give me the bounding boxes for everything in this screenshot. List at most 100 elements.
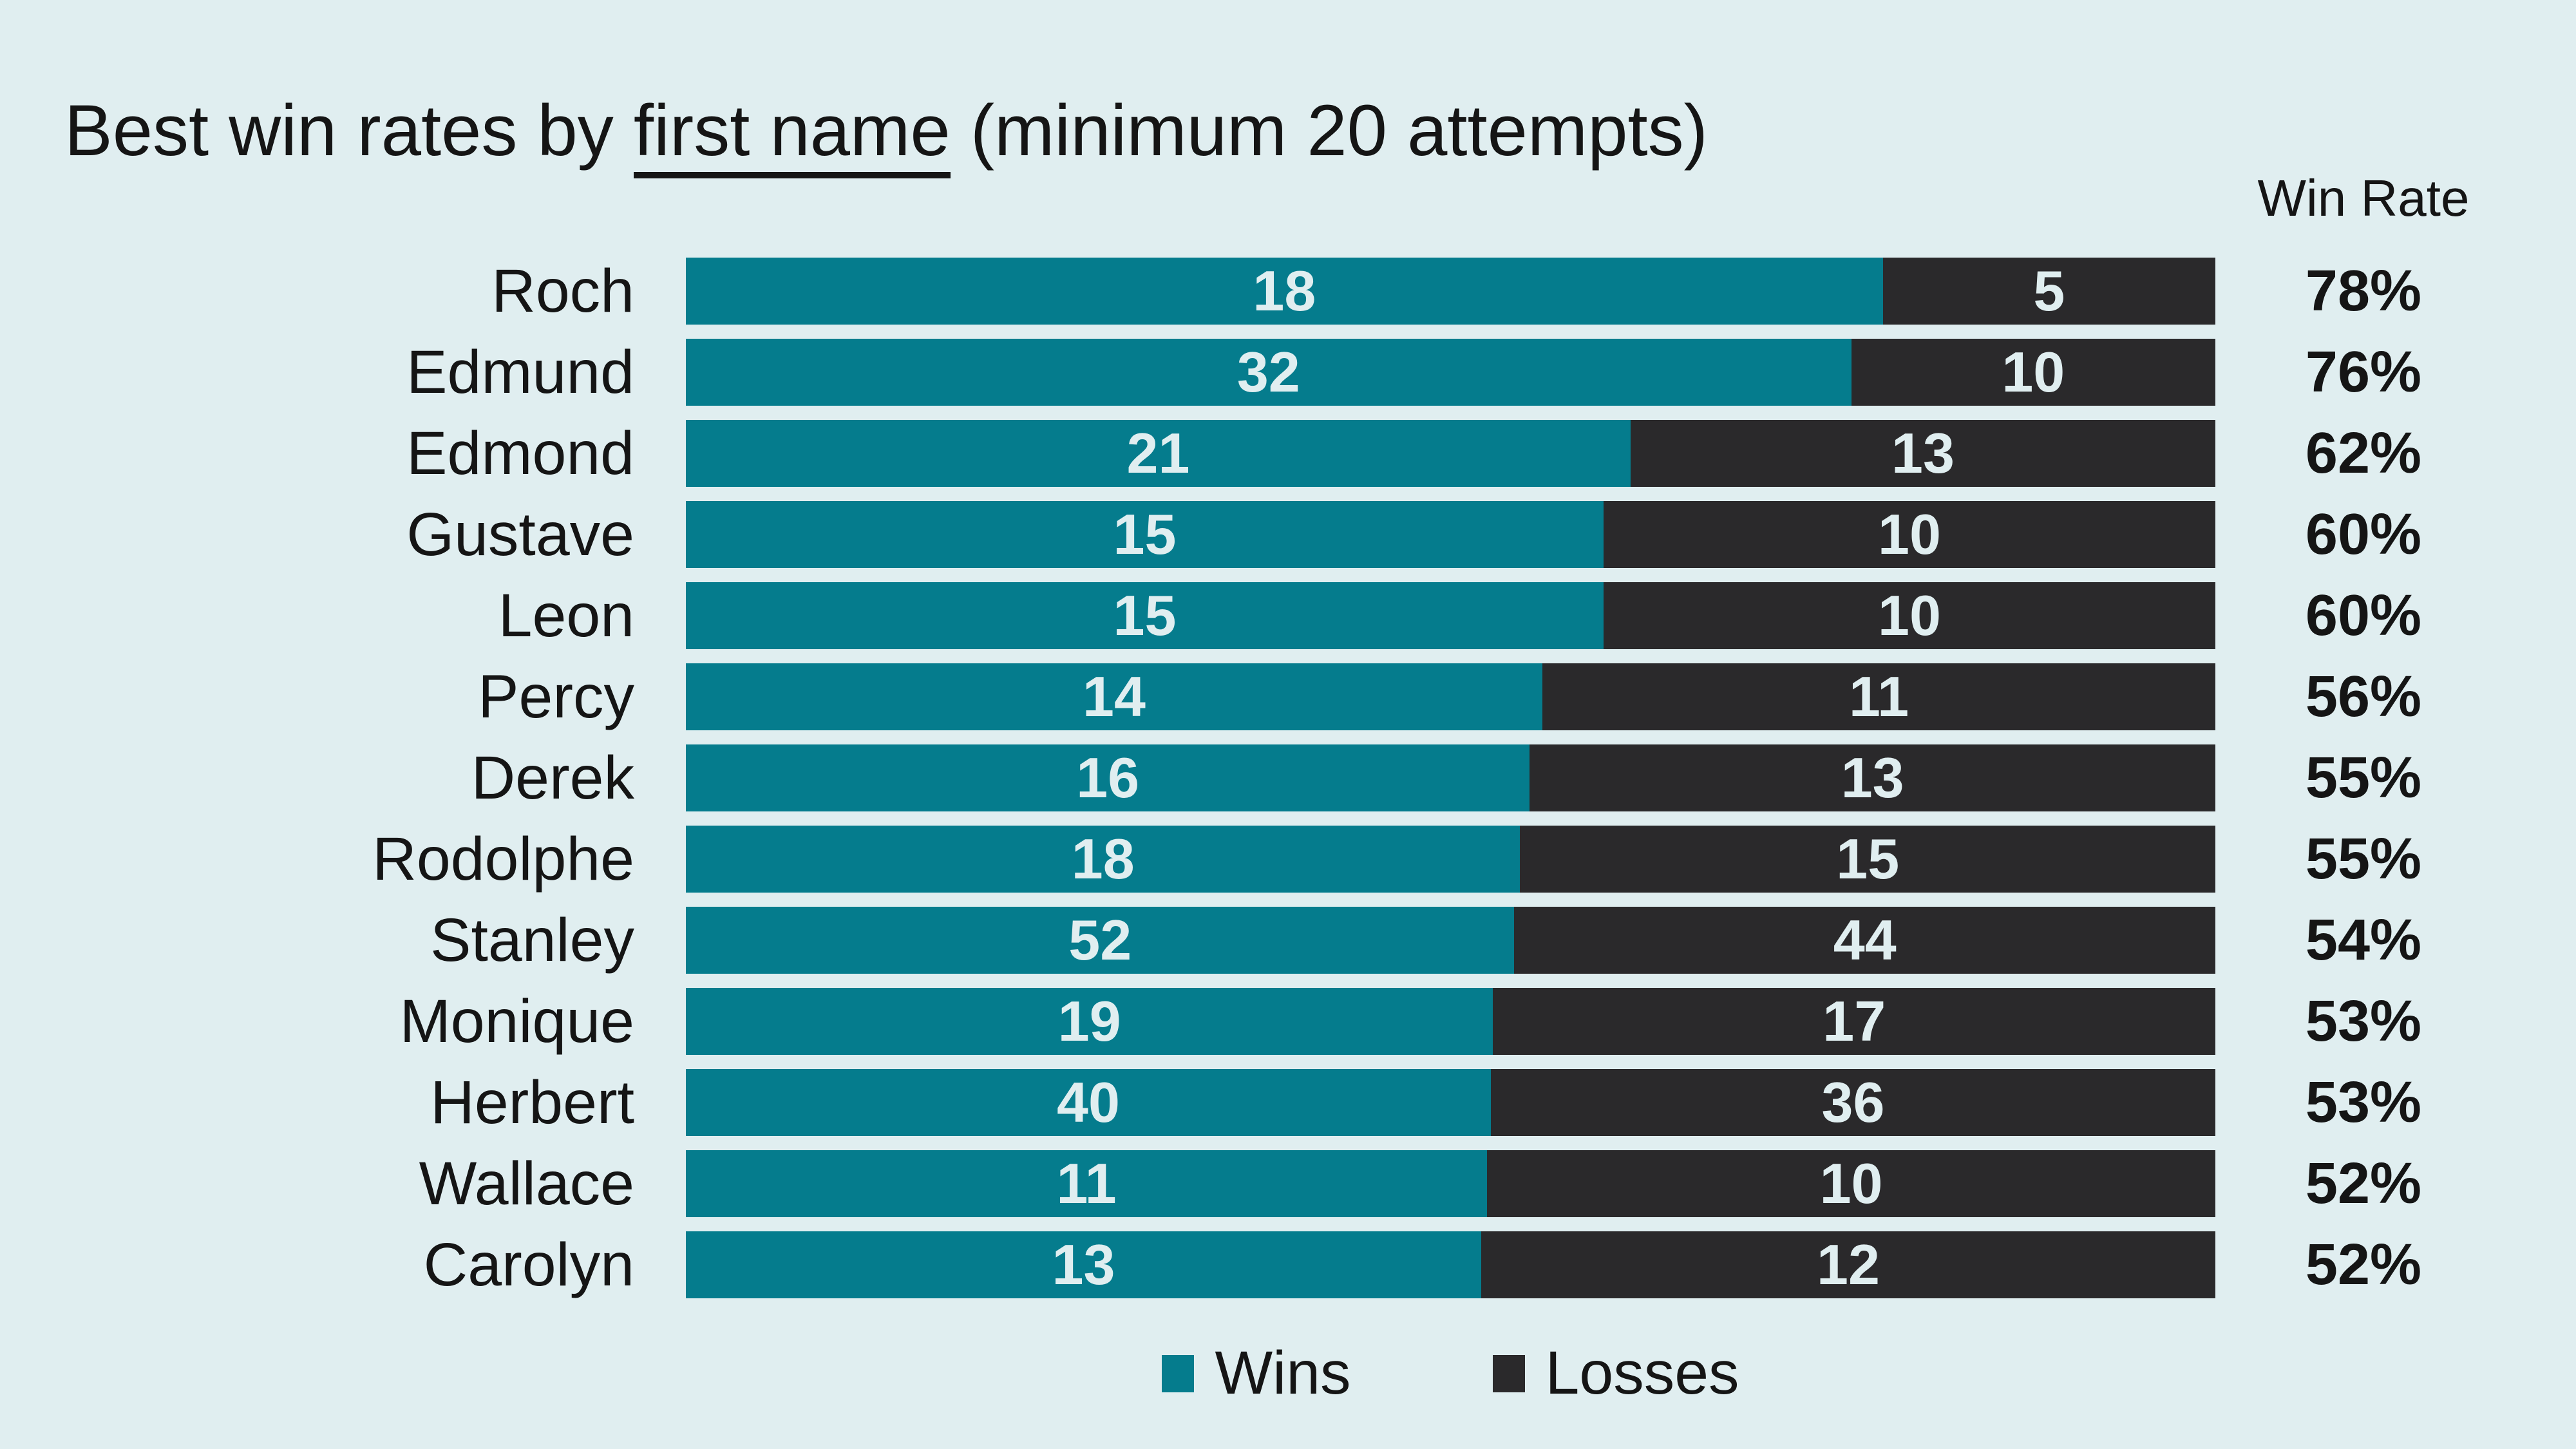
wins-value-label: 32 bbox=[1236, 340, 1300, 404]
stacked-bar: 32 10 bbox=[686, 339, 2215, 406]
wins-segment: 32 bbox=[686, 339, 1852, 406]
losses-value-label: 10 bbox=[1878, 502, 1941, 566]
wins-value-label: 15 bbox=[1113, 502, 1177, 566]
win-rate-label: 52% bbox=[2305, 1232, 2422, 1297]
wins-segment: 19 bbox=[686, 988, 1493, 1055]
win-rate-label: 62% bbox=[2305, 421, 2422, 486]
losses-value-label: 5 bbox=[2033, 259, 2065, 323]
wins-value-label: 14 bbox=[1083, 665, 1146, 728]
legend: Wins Losses bbox=[686, 1338, 2215, 1408]
win-rate-label: 56% bbox=[2305, 664, 2422, 729]
wins-value-label: 16 bbox=[1076, 746, 1140, 810]
wins-segment: 15 bbox=[686, 582, 1604, 649]
losses-segment: 44 bbox=[1514, 907, 2215, 974]
losses-segment: 13 bbox=[1530, 744, 2215, 811]
stacked-bar: 15 10 bbox=[686, 582, 2215, 649]
stacked-bar: 13 12 bbox=[686, 1231, 2215, 1298]
stacked-bar: 40 36 bbox=[686, 1069, 2215, 1136]
stacked-bar: 18 15 bbox=[686, 826, 2215, 893]
stacked-bar: 15 10 bbox=[686, 501, 2215, 568]
category-label: Monique bbox=[399, 987, 634, 1056]
win-rate-label: 78% bbox=[2305, 258, 2422, 323]
category-label: Gustave bbox=[406, 500, 634, 569]
losses-segment: 10 bbox=[1851, 339, 2215, 406]
category-label: Roch bbox=[491, 256, 634, 325]
chart-row: Stanley 52 44 54% bbox=[64, 905, 2512, 974]
wins-segment: 11 bbox=[686, 1150, 1488, 1217]
stacked-bar: 14 11 bbox=[686, 663, 2215, 730]
losses-value-label: 36 bbox=[1821, 1070, 1885, 1134]
wins-segment: 40 bbox=[686, 1069, 1491, 1136]
chart-title-prefix: Best win rates by bbox=[64, 90, 634, 171]
category-label: Rodolphe bbox=[372, 824, 634, 893]
wins-segment: 15 bbox=[686, 501, 1604, 568]
category-label: Stanley bbox=[430, 905, 634, 974]
losses-value-label: 10 bbox=[2002, 340, 2065, 404]
losses-segment: 12 bbox=[1481, 1231, 2215, 1298]
losses-segment: 5 bbox=[1882, 258, 2215, 325]
category-label: Derek bbox=[471, 743, 634, 812]
legend-item-losses: Losses bbox=[1492, 1338, 1739, 1408]
chart-row: Herbert 40 36 53% bbox=[64, 1068, 2512, 1137]
win-rate-column-header: Win Rate bbox=[2257, 169, 2470, 227]
losses-segment: 17 bbox=[1493, 988, 2215, 1055]
win-rate-label: 53% bbox=[2305, 989, 2422, 1054]
chart-row: Wallace 11 10 52% bbox=[64, 1149, 2512, 1218]
wins-segment: 21 bbox=[686, 420, 1631, 487]
win-rate-label: 60% bbox=[2305, 583, 2422, 648]
chart-row: Leon 15 10 60% bbox=[64, 581, 2512, 650]
category-label: Percy bbox=[478, 662, 634, 731]
losses-segment: 10 bbox=[1604, 501, 2215, 568]
win-rate-label: 52% bbox=[2305, 1151, 2422, 1216]
losses-value-label: 13 bbox=[1841, 746, 1904, 810]
losses-segment: 11 bbox=[1542, 663, 2215, 730]
losses-value-label: 44 bbox=[1833, 908, 1897, 972]
losses-value-label: 15 bbox=[1836, 827, 1900, 891]
wins-value-label: 13 bbox=[1052, 1233, 1115, 1296]
category-label: Leon bbox=[498, 581, 634, 650]
stacked-bar: 52 44 bbox=[686, 907, 2215, 974]
losses-value-label: 10 bbox=[1878, 583, 1941, 647]
chart-row: Monique 19 17 53% bbox=[64, 987, 2512, 1056]
wins-value-label: 19 bbox=[1057, 989, 1121, 1053]
category-label: Wallace bbox=[419, 1149, 634, 1218]
wins-segment: 16 bbox=[686, 744, 1530, 811]
stacked-bar: 16 13 bbox=[686, 744, 2215, 811]
wins-swatch-icon bbox=[1162, 1354, 1195, 1392]
category-label: Edmond bbox=[406, 419, 634, 488]
losses-segment: 10 bbox=[1487, 1150, 2215, 1217]
stacked-bar: 19 17 bbox=[686, 988, 2215, 1055]
wins-value-label: 40 bbox=[1057, 1070, 1120, 1134]
losses-value-label: 11 bbox=[1848, 665, 1909, 728]
chart-row: Carolyn 13 12 52% bbox=[64, 1230, 2512, 1299]
wins-value-label: 18 bbox=[1253, 259, 1316, 323]
chart-row: Rodolphe 18 15 55% bbox=[64, 824, 2512, 893]
win-rate-label: 60% bbox=[2305, 502, 2422, 567]
wins-value-label: 15 bbox=[1113, 583, 1177, 647]
category-label: Carolyn bbox=[423, 1230, 634, 1299]
wins-segment: 14 bbox=[686, 663, 1542, 730]
category-label: Edmund bbox=[406, 337, 634, 406]
chart-row: Percy 14 11 56% bbox=[64, 662, 2512, 731]
wins-value-label: 11 bbox=[1056, 1151, 1117, 1215]
losses-value-label: 13 bbox=[1891, 421, 1955, 485]
win-rate-label: 53% bbox=[2305, 1070, 2422, 1135]
chart-row: Edmond 21 13 62% bbox=[64, 419, 2512, 488]
win-rate-label: 76% bbox=[2305, 339, 2422, 404]
win-rate-label: 54% bbox=[2305, 907, 2422, 972]
losses-value-label: 17 bbox=[1823, 989, 1886, 1053]
losses-value-label: 10 bbox=[1819, 1151, 1883, 1215]
legend-item-wins: Wins bbox=[1162, 1338, 1351, 1408]
wins-value-label: 18 bbox=[1071, 827, 1135, 891]
category-label: Herbert bbox=[430, 1068, 634, 1137]
chart-title-underlined-text: first name bbox=[633, 90, 951, 178]
win-rate-label: 55% bbox=[2305, 745, 2422, 810]
chart-row: Derek 16 13 55% bbox=[64, 743, 2512, 812]
chart-title-suffix: (minimum 20 attempts) bbox=[950, 90, 1708, 171]
chart-row: Roch 18 5 78% bbox=[64, 256, 2512, 325]
losses-swatch-icon bbox=[1492, 1354, 1525, 1392]
losses-segment: 15 bbox=[1520, 826, 2215, 893]
losses-value-label: 12 bbox=[1817, 1233, 1880, 1296]
chart-row: Gustave 15 10 60% bbox=[64, 500, 2512, 569]
